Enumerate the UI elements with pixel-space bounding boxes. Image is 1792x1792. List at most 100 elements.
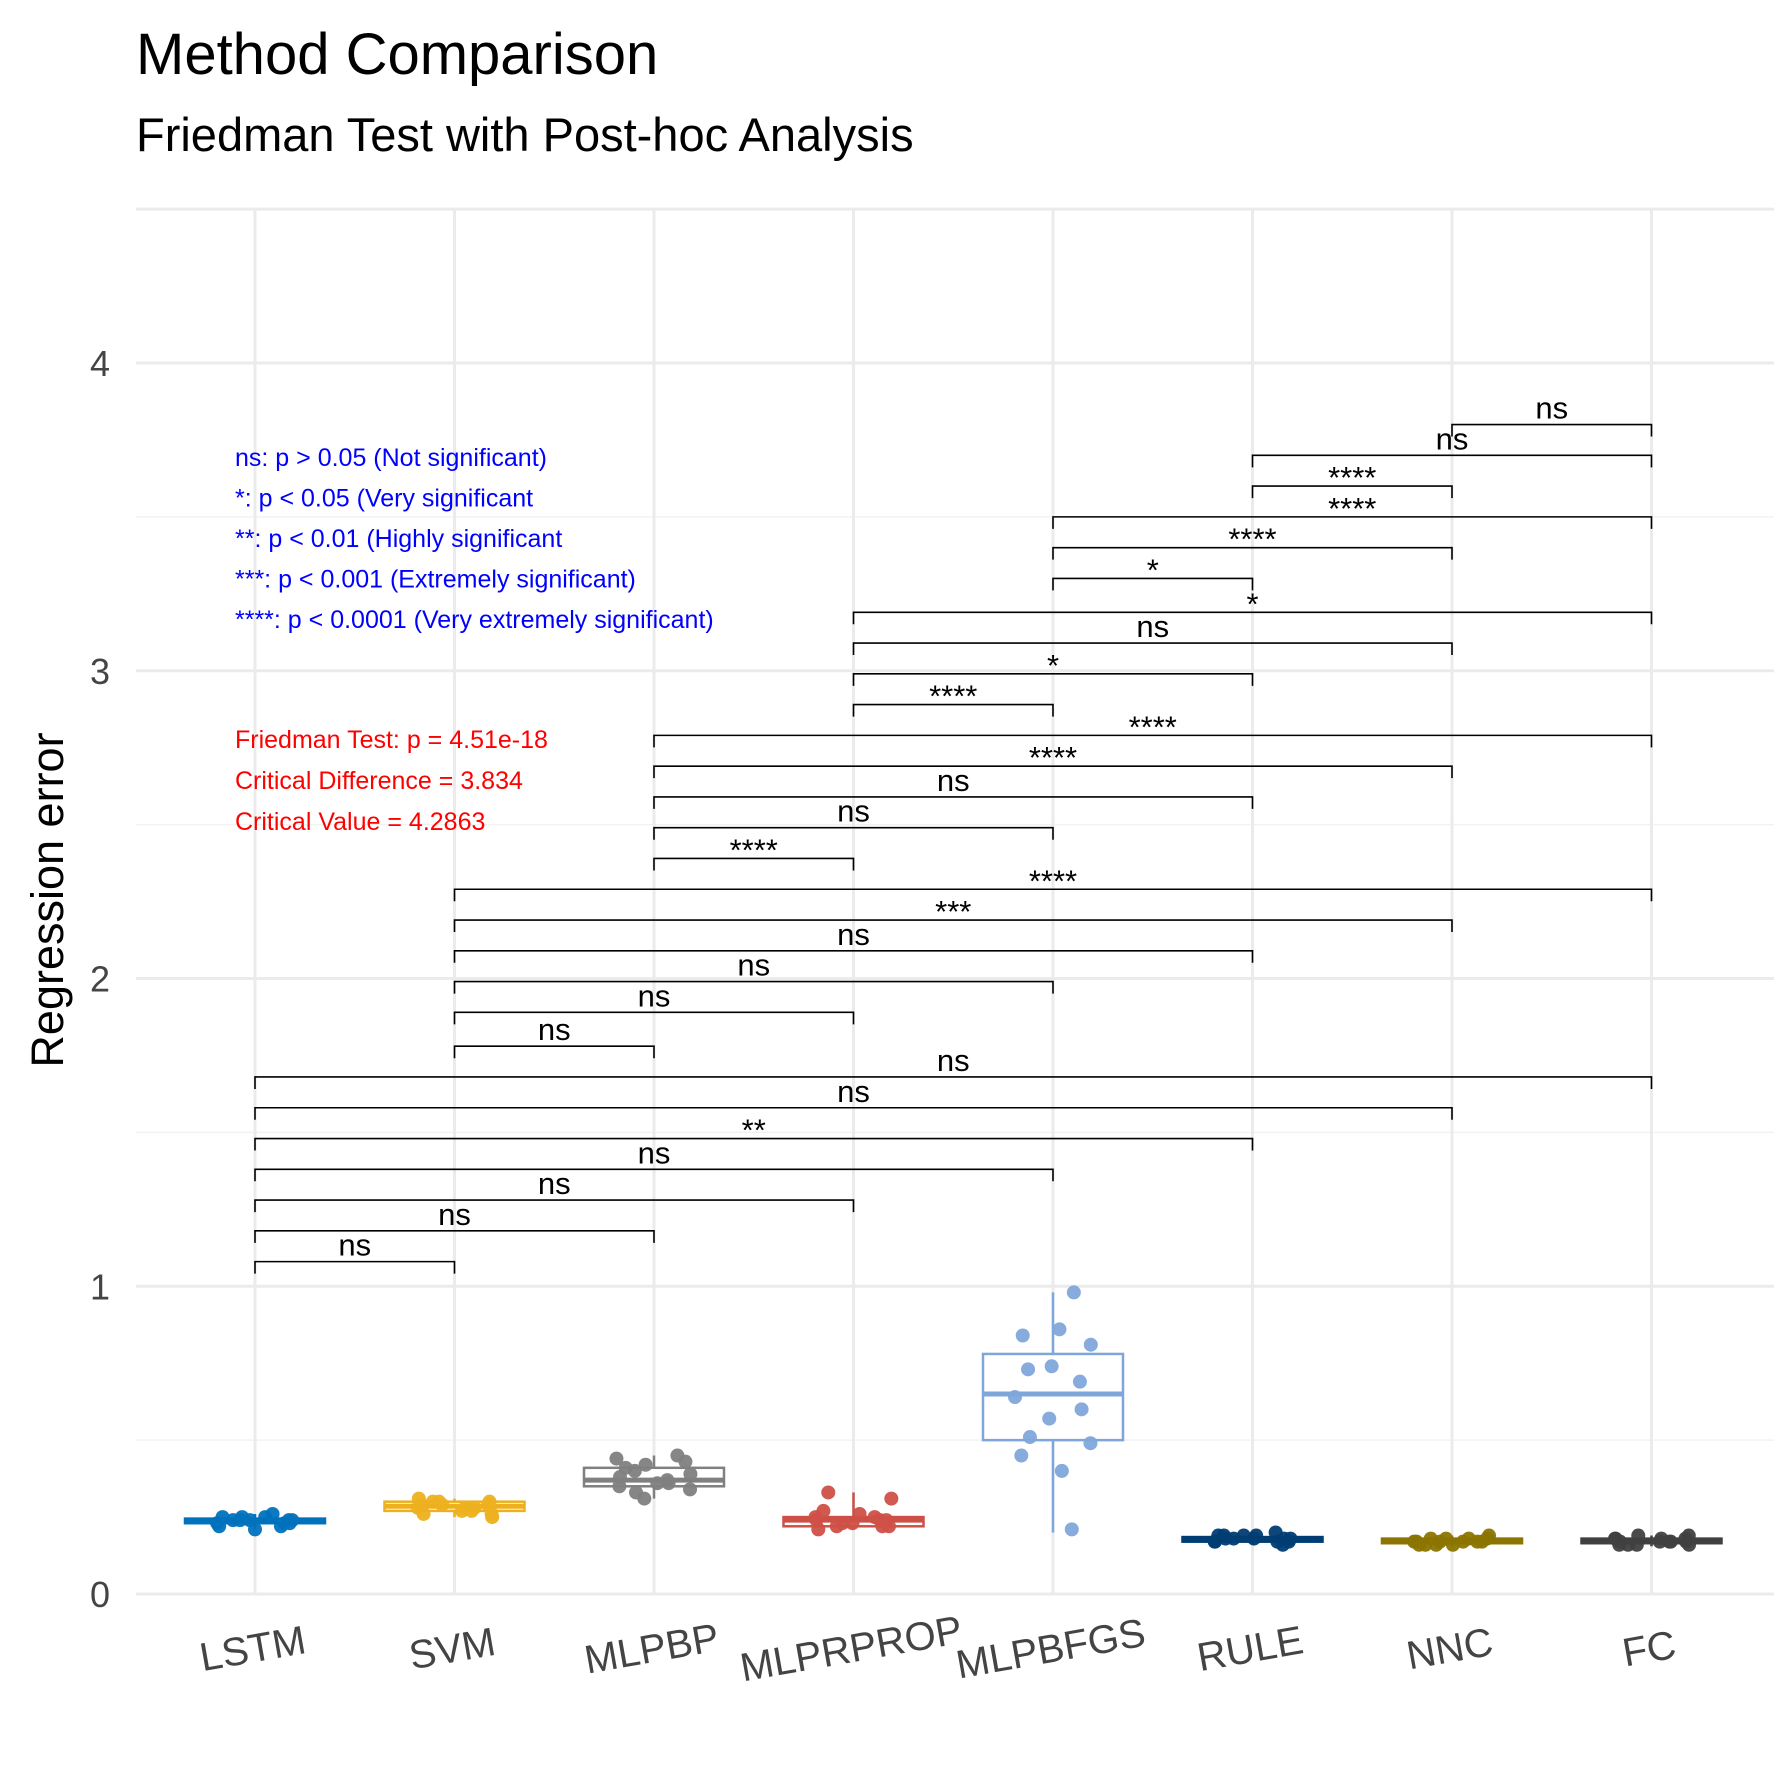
chart-subtitle: Friedman Test with Post-hoc Analysis: [136, 108, 914, 161]
data-point: [482, 1494, 497, 1509]
bracket-line: [254, 1076, 1653, 1089]
bracket-line: [254, 1260, 456, 1274]
friedman-result-line: Critical Difference = 3.834: [235, 767, 523, 795]
significance-label: ns: [638, 978, 671, 1013]
data-point: [212, 1519, 227, 1534]
comparison-brackets: nsnsnsns**nsnsnsnsnsns***********nsns***…: [254, 391, 1653, 1274]
x-tick-label: MLPRPROP: [737, 1608, 966, 1690]
significance-label: ns: [837, 1074, 870, 1109]
comparison-mlpbp-nnc: ****: [653, 740, 1453, 779]
comparison-mlprprop-fc: *: [852, 586, 1653, 625]
significance-legend-line: **: p < 0.01 (Highly significant: [235, 525, 562, 553]
data-point: [1015, 1328, 1030, 1343]
comparison-svm-fc: ****: [453, 863, 1653, 902]
bracket-line: [453, 950, 1254, 963]
data-point: [638, 1457, 653, 1472]
bracket-line: [852, 673, 1254, 686]
data-point: [1054, 1463, 1069, 1478]
bracket-line: [653, 857, 855, 871]
bracket-line: [852, 611, 1653, 625]
significance-label: *: [1246, 586, 1258, 621]
comparison-mlpbp-fc: ****: [653, 709, 1653, 748]
x-tick-label: SVM: [406, 1620, 499, 1678]
y-axis-label: Regression error: [22, 732, 73, 1067]
significance-label: ns: [538, 1012, 571, 1047]
significance-label: ns: [1136, 609, 1169, 644]
comparison-mlprprop-mlpbfgs: ****: [852, 679, 1054, 717]
x-tick-label: MLPBFGS: [953, 1611, 1149, 1688]
significance-label: ns: [638, 1135, 671, 1170]
data-point: [884, 1491, 899, 1506]
data-point: [458, 1500, 473, 1515]
bracket-line: [1251, 485, 1453, 499]
comparison-mlpbp-mlpbfgs: ns: [653, 794, 1054, 840]
significance-label: ns: [837, 917, 870, 952]
chart-title: Method Comparison: [136, 22, 658, 87]
comparison-svm-mlpbfgs: ns: [453, 948, 1054, 994]
significance-legend-line: ***: p < 0.001 (Extremely significant): [235, 566, 636, 594]
bracket-line: [852, 703, 1054, 717]
comparison-lstm-svm: ns: [254, 1228, 456, 1274]
comparison-svm-nnc: ***: [453, 894, 1453, 933]
data-point: [1042, 1411, 1057, 1426]
data-point: [650, 1476, 665, 1491]
y-tick-label: 4: [90, 343, 110, 384]
data-point: [425, 1494, 440, 1509]
x-tick-label: LSTM: [196, 1618, 309, 1680]
bracket-line: [453, 1011, 855, 1025]
data-point: [845, 1516, 860, 1531]
bracket-line: [653, 734, 1653, 748]
data-point: [1064, 1522, 1079, 1537]
significance-label: ns: [837, 794, 870, 829]
x-tick-label: RULE: [1194, 1618, 1307, 1680]
data-point: [1044, 1359, 1059, 1374]
comparison-svm-mlpbp: ns: [453, 1012, 655, 1059]
grid: [136, 207, 1774, 1596]
comparison-svm-rule: ns: [453, 917, 1254, 963]
x-tick-label: FC: [1619, 1623, 1679, 1676]
significance-label: ns: [937, 1043, 970, 1078]
data-point: [1461, 1531, 1476, 1546]
significance-label: **: [742, 1113, 766, 1148]
data-point: [683, 1466, 698, 1481]
bracket-line: [653, 765, 1453, 779]
significance-legend-line: ****: p < 0.0001 (Very extremely signifi…: [235, 606, 714, 634]
friedman-result-line: Friedman Test: p = 4.51e-18: [235, 726, 548, 754]
data-point: [821, 1485, 836, 1500]
data-point: [1629, 1537, 1644, 1552]
boxplot-mlprprop: [782, 1485, 925, 1537]
bracket-line: [254, 1137, 1254, 1151]
data-point: [1083, 1436, 1098, 1451]
data-point: [618, 1460, 633, 1475]
significance-label: ****: [730, 832, 778, 867]
data-point: [808, 1510, 823, 1525]
comparison-lstm-nnc: ns: [254, 1074, 1453, 1120]
data-point: [1074, 1402, 1089, 1417]
significance-label: ****: [1029, 863, 1077, 898]
comparison-mlpbp-mlprprop: ****: [653, 832, 855, 871]
boxplot-mlpbp: [582, 1448, 726, 1506]
bracket-line: [453, 888, 1653, 902]
y-tick-label: 2: [90, 959, 110, 1000]
boxplot-mlpbfgs: [981, 1285, 1125, 1537]
bracket-line: [453, 919, 1453, 933]
comparison-mlprprop-rule: *: [852, 648, 1254, 686]
y-axis-ticks: 0 1 2 3 4: [90, 343, 110, 1615]
boxplot-nnc: [1380, 1528, 1524, 1552]
significance-label: ns: [937, 763, 970, 798]
data-point: [1083, 1337, 1098, 1352]
data-point: [484, 1506, 499, 1521]
significance-label: ns: [1535, 391, 1568, 426]
data-point: [1014, 1448, 1029, 1463]
boxplot-lstm: [183, 1506, 327, 1537]
y-tick-label: 3: [90, 651, 110, 692]
boxplot-rule: [1181, 1525, 1324, 1552]
significance-label: ns: [737, 948, 770, 983]
comparison-mlpbp-rule: ns: [653, 763, 1254, 809]
comparison-mlprprop-nnc: ns: [852, 609, 1453, 656]
bracket-line: [1052, 577, 1254, 591]
significance-legend-line: *: p < 0.05 (Very significant: [235, 485, 533, 513]
boxplot-svm: [383, 1491, 526, 1525]
bracket-line: [852, 642, 1453, 656]
data-point: [414, 1497, 429, 1512]
